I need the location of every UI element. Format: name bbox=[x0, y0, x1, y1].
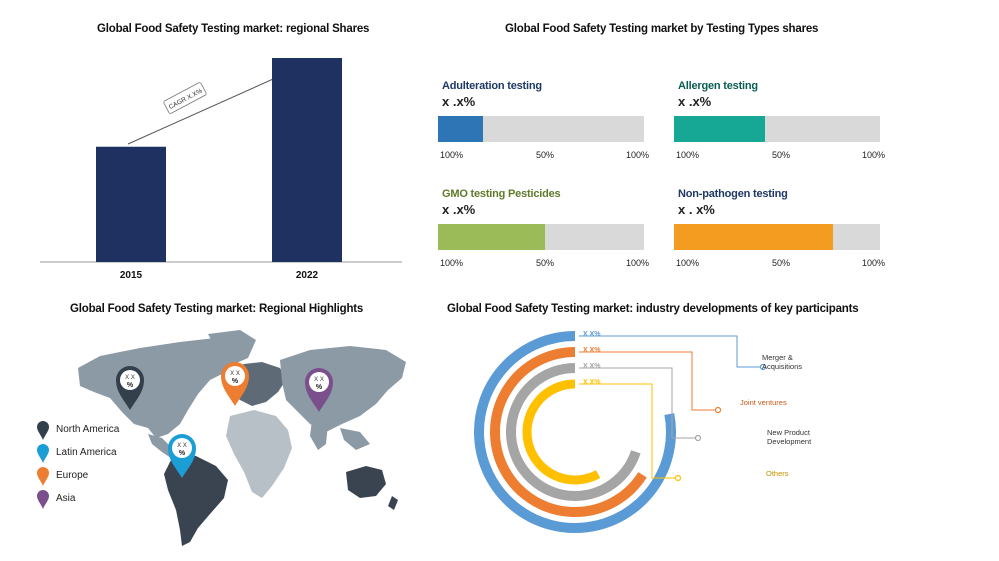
pin-value: X X bbox=[230, 371, 240, 377]
legend-item: Latin America bbox=[36, 441, 119, 464]
southeast-asia-landmass bbox=[340, 428, 370, 450]
pin-percent: % bbox=[232, 378, 239, 385]
africa-landmass bbox=[226, 410, 292, 498]
progress-fill bbox=[438, 224, 546, 250]
oceania-landmass bbox=[346, 466, 386, 498]
legend-item: Europe bbox=[36, 464, 119, 487]
progress-tick-label: 100% bbox=[626, 150, 650, 160]
progress-tick-label: 100% bbox=[676, 258, 700, 268]
progress-tick-label: 50% bbox=[772, 258, 791, 268]
progress-tick-label: 100% bbox=[440, 258, 464, 268]
industry-developments-title: Global Food Safety Testing market: indus… bbox=[447, 303, 859, 315]
connector-dot bbox=[694, 434, 702, 442]
ring-value-label: X X% bbox=[583, 379, 601, 386]
ring-arc bbox=[474, 331, 676, 533]
pin-percent: % bbox=[179, 450, 186, 457]
progress-tick-label: 100% bbox=[862, 150, 886, 160]
connector-dot bbox=[714, 406, 722, 414]
testing-type-label: Adulteration testing bbox=[442, 80, 542, 92]
progress-tick-label: 50% bbox=[536, 150, 555, 160]
testing-type-value: x .x% bbox=[442, 202, 476, 217]
world-map: X X%X X%X X% X X% bbox=[78, 330, 406, 546]
ring-arc bbox=[490, 347, 647, 517]
bar-2022 bbox=[272, 58, 342, 262]
ring-category-label: Merger & Acquisitions bbox=[762, 353, 803, 371]
map-pin-icon bbox=[37, 466, 49, 486]
progress-tick-label: 100% bbox=[676, 150, 700, 160]
legend-label: Asia bbox=[56, 493, 76, 504]
testing-type-label: GMO testing Pesticides bbox=[442, 188, 561, 200]
map-pin-north-america: X X% bbox=[116, 366, 144, 410]
bar-2015 bbox=[96, 146, 166, 262]
progress-fill bbox=[674, 224, 833, 250]
testing-type-label: Non-pathogen testing bbox=[678, 188, 788, 200]
regional-shares-bar-chart: CAGR X.X% 2015 2022 bbox=[40, 58, 402, 281]
north-america-landmass bbox=[78, 338, 240, 438]
progress-track bbox=[438, 116, 644, 142]
bar-chart-title: Global Food Safety Testing market: regio… bbox=[97, 23, 370, 35]
progress-tick-label: 100% bbox=[862, 258, 886, 268]
progress-track bbox=[674, 224, 880, 250]
pin-percent: % bbox=[316, 384, 323, 391]
map-pin-europe: X X% bbox=[221, 362, 249, 406]
progress-tick-label: 100% bbox=[440, 150, 464, 160]
cagr-trend-line bbox=[127, 66, 301, 145]
connector-dot bbox=[759, 363, 767, 371]
legend-item: Asia bbox=[36, 487, 119, 510]
map-legend: North America Latin America Europe Asia bbox=[36, 418, 119, 510]
x-tick-label: 2022 bbox=[296, 270, 319, 281]
pin-percent: % bbox=[127, 382, 134, 389]
map-pin-icon bbox=[37, 489, 49, 509]
x-tick-label: 2015 bbox=[120, 270, 143, 281]
ring-value-label: X X% bbox=[583, 363, 601, 370]
ring-category-label: Others bbox=[766, 469, 789, 478]
map-pin-icon bbox=[37, 420, 49, 440]
new-zealand-landmass bbox=[388, 496, 398, 510]
pin-value: X X bbox=[177, 443, 187, 449]
ring-arc bbox=[506, 363, 641, 501]
progress-fill bbox=[674, 116, 765, 142]
connector-dot bbox=[674, 474, 682, 482]
progress-fill bbox=[438, 116, 484, 142]
legend-label: Latin America bbox=[56, 447, 117, 458]
cagr-annotation: CAGR X.X% bbox=[163, 82, 207, 114]
map-pin-latin-america: X X% bbox=[168, 434, 196, 478]
pin-value: X X bbox=[125, 375, 135, 381]
ring-connector bbox=[579, 335, 761, 368]
legend-label: Europe bbox=[56, 470, 89, 481]
testing-type-progress: Allergen testing x .x% 100% 50% 100% bbox=[674, 80, 889, 170]
testing-type-value: x . x% bbox=[678, 202, 715, 217]
ring-arc bbox=[522, 379, 601, 485]
testing-type-label: Allergen testing bbox=[678, 80, 758, 92]
progress-tick-label: 100% bbox=[626, 258, 650, 268]
progress-track bbox=[674, 116, 880, 142]
progress-tick-label: 50% bbox=[772, 150, 791, 160]
ring-value-label: X X% bbox=[583, 331, 601, 338]
ring-connector bbox=[579, 383, 676, 479]
testing-type-progress: Adulteration testing x .x% 100% 50% 100% bbox=[438, 80, 653, 170]
industry-developments-ring-chart bbox=[474, 331, 767, 533]
ring-category-label: Joint ventures bbox=[740, 398, 787, 407]
progress-tick-label: 50% bbox=[536, 258, 555, 268]
testing-type-value: x .x% bbox=[442, 94, 476, 109]
ring-connector bbox=[579, 351, 716, 411]
legend-item: North America bbox=[36, 418, 119, 441]
asia-landmass bbox=[280, 346, 406, 432]
ring-value-label: X X% bbox=[583, 347, 601, 354]
legend-label: North America bbox=[56, 424, 120, 435]
testing-type-value: x .x% bbox=[678, 94, 712, 109]
india-landmass bbox=[310, 420, 328, 450]
map-pin-asia: X X% bbox=[305, 368, 333, 412]
south-america-landmass bbox=[164, 456, 228, 546]
greenland-landmass bbox=[208, 330, 256, 364]
ring-connector bbox=[579, 367, 696, 439]
testing-type-progress: Non-pathogen testing x . x% 100% 50% 100% bbox=[674, 188, 889, 278]
map-pin-icon bbox=[37, 443, 49, 463]
ring-category-label: New Product Development bbox=[767, 428, 812, 446]
testing-types-title: Global Food Safety Testing market by Tes… bbox=[505, 23, 819, 35]
pin-value: X X bbox=[314, 377, 324, 383]
testing-type-progress: GMO testing Pesticides x .x% 100% 50% 100% bbox=[438, 188, 653, 278]
progress-track bbox=[438, 224, 644, 250]
regional-highlights-title: Global Food Safety Testing market: Regio… bbox=[70, 303, 364, 315]
